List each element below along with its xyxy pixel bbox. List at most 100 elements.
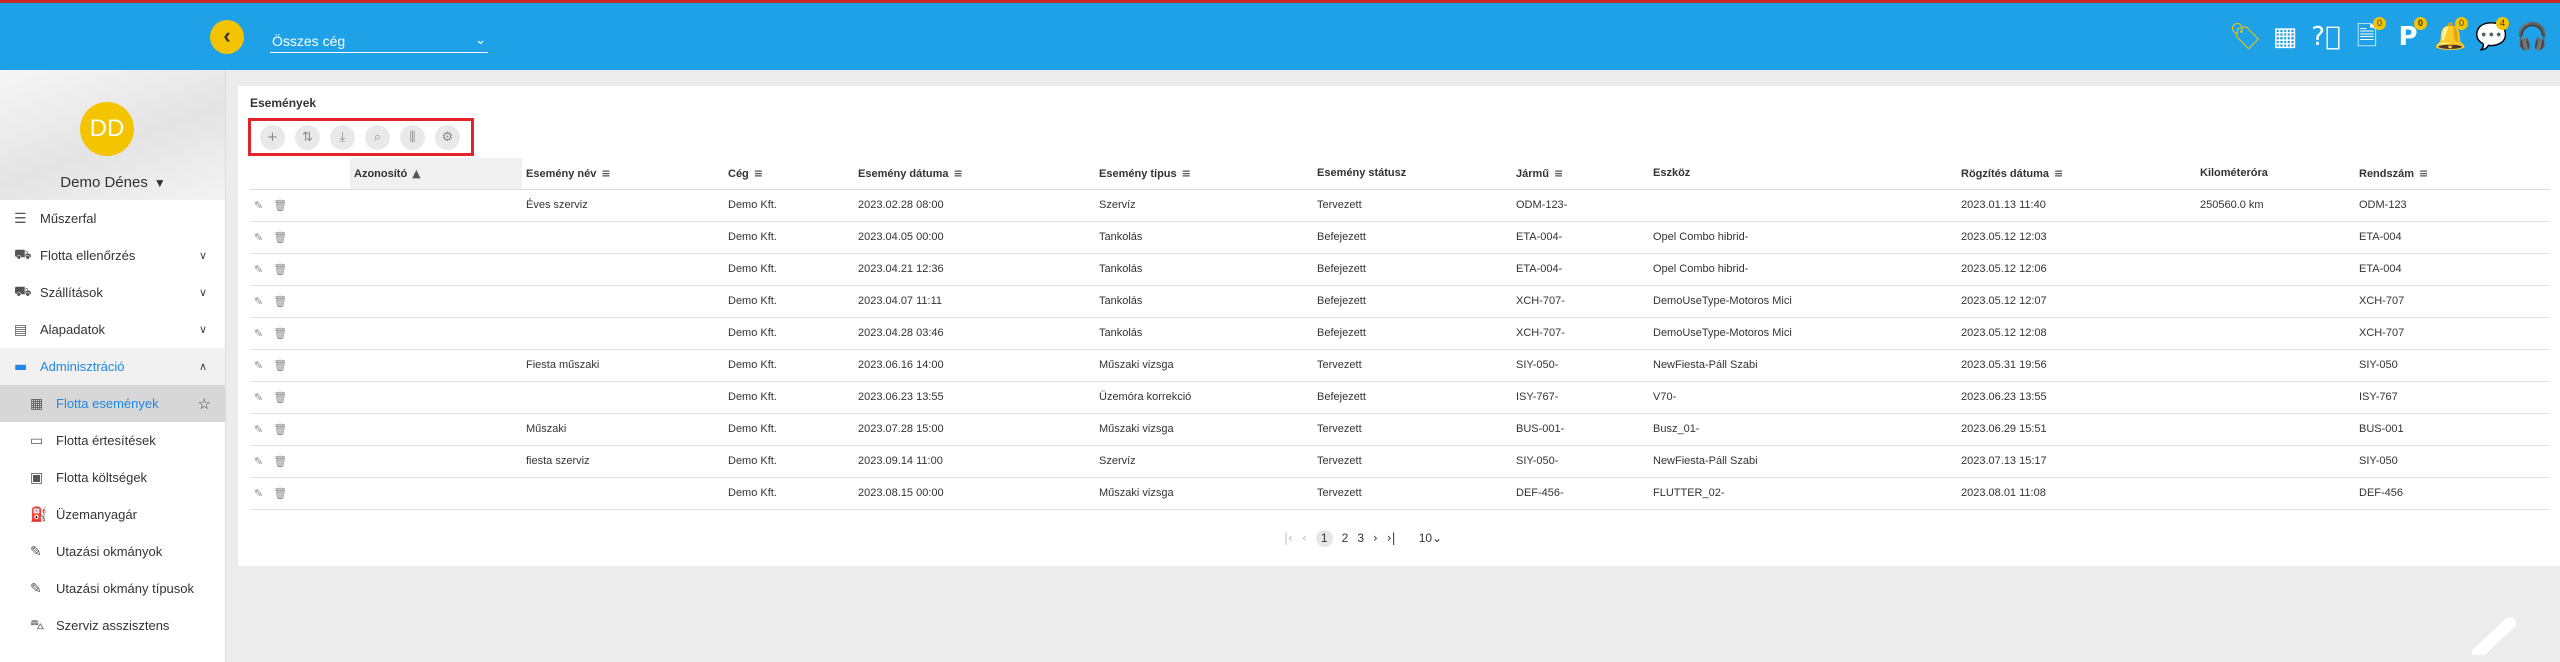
sort-icon[interactable]: ⇅ xyxy=(295,124,320,150)
table-row[interactable]: ✎ 🗑 Fiesta műszaki Demo Kft. 2023.06.16 14:0… xyxy=(250,349,2550,382)
edit-icon[interactable]: ✎ xyxy=(254,326,264,340)
widgets-icon[interactable]: ▦ xyxy=(2272,22,2298,52)
avatar[interactable]: DD xyxy=(80,102,134,156)
delete-icon[interactable]: 🗑 xyxy=(273,198,288,212)
edit-icon[interactable]: ✎ xyxy=(254,486,264,500)
edit-icon[interactable]: ✎ xyxy=(254,262,264,276)
column-header-eszkoz[interactable]: Eszköz xyxy=(1649,158,1957,190)
sidebar-item-flotta-koltsegek[interactable]: ▣ Flotta költségek xyxy=(30,469,148,486)
sidebar-item-utazasi-okmanyok[interactable]: ✎ Utazási okmányok xyxy=(30,543,163,560)
table-cell xyxy=(2196,381,2355,414)
download-icon[interactable]: ⤓ xyxy=(330,124,355,150)
table-cell xyxy=(2196,253,2355,286)
column-header-kilometerora[interactable]: Kilométeróra xyxy=(2196,158,2355,190)
fuel-icon: ⛽ xyxy=(30,506,48,523)
table-cell xyxy=(350,445,522,478)
sidebar-item-alapadatok[interactable]: ▤ Alapadatok ∨ xyxy=(14,321,207,338)
table-cell: 2023.08.15 00:00 xyxy=(854,477,1095,510)
delete-icon[interactable]: 🗑 xyxy=(273,358,288,372)
table-cell: BUS-001- xyxy=(1512,413,1649,446)
chat-icon[interactable]: 💬 4 xyxy=(2475,17,2509,52)
sidebar-item-flotta-ertesitesek[interactable]: ▭ Flotta értesítések xyxy=(30,432,156,449)
add-icon[interactable]: + xyxy=(260,124,285,150)
sidebar-item-adminisztracio[interactable]: ▬ Adminisztráció ∧ xyxy=(0,348,225,385)
column-header-azonosito[interactable]: Azonosító ▲ xyxy=(350,158,522,190)
help-icon[interactable]: ?⃝ xyxy=(2311,22,2341,52)
table-row[interactable]: ✎ 🗑 Demo Kft. 2023.08.15 00:00 Műszaki vizsg… xyxy=(250,477,2550,510)
page-3-button[interactable]: 3 xyxy=(1357,531,1365,545)
table-cell: Befejezett xyxy=(1313,221,1512,254)
sidebar-item-utazasi-okmany-tipusok[interactable]: ✎ Utazási okmány típusok xyxy=(30,580,195,597)
last-page-icon[interactable]: ›| xyxy=(1386,531,1396,545)
sidebar-item-muszerfal[interactable]: ☰ Műszerfal xyxy=(14,210,97,227)
table-cell: ODM-123 xyxy=(2355,189,2550,222)
sidebar-item-flotta-esemenyek[interactable]: ▦ Flotta események ☆ xyxy=(0,385,225,422)
prev-page-icon[interactable]: ‹ xyxy=(1301,531,1307,545)
table-row[interactable]: ✎ 🗑 Műszaki Demo Kft. 2023.07.28 15:00 Műszak… xyxy=(250,413,2550,446)
actions-header xyxy=(250,158,350,190)
documents-icon[interactable]: 🗎 0 xyxy=(2352,17,2386,52)
page-2-button[interactable]: 2 xyxy=(1341,531,1349,545)
columns-icon[interactable]: ⫼ xyxy=(400,124,425,150)
tag-icon[interactable]: 🏷 xyxy=(2229,22,2263,52)
table-cell xyxy=(350,253,522,286)
edit-icon[interactable]: ✎ xyxy=(254,358,264,372)
delete-icon[interactable]: 🗑 xyxy=(273,230,288,244)
star-icon[interactable]: ☆ xyxy=(197,395,211,413)
sidebar-item-szerviz-asszisztens[interactable]: ⛍ Szerviz asszisztens xyxy=(30,616,170,634)
table-row[interactable]: ✎ 🗑 Demo Kft. 2023.04.07 11:11 Tankolás Befej… xyxy=(250,285,2550,318)
user-name: Demo Dénes xyxy=(60,174,148,191)
delete-icon[interactable]: 🗑 xyxy=(273,422,288,436)
table-cell: Befejezett xyxy=(1313,285,1512,318)
column-header-rendszam[interactable]: Rendszám ≡ xyxy=(2355,158,2550,190)
sort-icon: ≡ xyxy=(2054,166,2064,180)
column-header-rogzites-datuma[interactable]: Rögzítés dátuma ≡ xyxy=(1957,158,2196,190)
edit-icon[interactable]: ✎ xyxy=(254,294,264,308)
chevron-down-icon: ⌄ xyxy=(1432,531,1443,545)
sidebar-item-flotta-ellenorzes[interactable]: ⛟ Flotta ellenőrzés ∨ xyxy=(14,246,207,264)
sidebar-item-uzemanyagar[interactable]: ⛽ Üzemanyagár xyxy=(30,506,137,523)
search-icon[interactable]: ⌕ xyxy=(365,124,390,150)
gear-icon[interactable]: ⚙ xyxy=(435,124,460,150)
table-cell: Szervíz xyxy=(1095,189,1313,222)
collapse-sidebar-button[interactable]: ‹ xyxy=(210,20,244,54)
column-header-esemeny-tipus[interactable]: Esemény típus ≡ xyxy=(1095,158,1313,190)
table-row[interactable]: ✎ 🗑 Éves szerviz Demo Kft. 2023.02.28 08:00 S… xyxy=(250,189,2550,222)
edit-icon[interactable]: ✎ xyxy=(254,454,264,468)
table-cell: Műszaki vizsga xyxy=(1095,477,1313,510)
column-header-jarmu[interactable]: Jármű ≡ xyxy=(1512,158,1649,190)
page-size-select[interactable]: 10⌄ xyxy=(1418,531,1443,545)
company-select[interactable]: Összes cég ⌄ xyxy=(270,31,488,53)
column-header-esemeny-datuma[interactable]: Esemény dátuma ≡ xyxy=(854,158,1095,190)
headset-icon[interactable]: 🎧 xyxy=(2516,22,2549,52)
column-header-esemeny-nev[interactable]: Esemény név ≡ xyxy=(522,158,724,190)
bell-icon[interactable]: 🔔 0 xyxy=(2434,17,2468,52)
table-row[interactable]: ✎ 🗑 fiesta szerviz Demo Kft. 2023.09.14 11:0… xyxy=(250,445,2550,478)
sidebar-item-szallitasok[interactable]: ⛟ Szállítások ∨ xyxy=(14,283,207,301)
delete-icon[interactable]: 🗑 xyxy=(273,262,288,276)
column-header-ceg[interactable]: Cég ≡ xyxy=(724,158,854,190)
delete-icon[interactable]: 🗑 xyxy=(273,390,288,404)
table-row[interactable]: ✎ 🗑 Demo Kft. 2023.04.05 00:00 Tankolás Befej… xyxy=(250,221,2550,254)
delete-icon[interactable]: 🗑 xyxy=(273,294,288,308)
page-1-button[interactable]: 1 xyxy=(1315,529,1333,547)
column-header-esemeny-statusz[interactable]: Esemény státusz xyxy=(1313,158,1512,190)
table-row[interactable]: ✎ 🗑 Demo Kft. 2023.04.21 12:36 Tankolás Befej… xyxy=(250,253,2550,286)
first-page-icon[interactable]: |‹ xyxy=(1284,531,1293,545)
delete-icon[interactable]: 🗑 xyxy=(273,486,288,500)
edit-icon[interactable]: ✎ xyxy=(254,422,264,436)
next-page-icon[interactable]: › xyxy=(1373,531,1378,545)
user-name-menu[interactable]: Demo Dénes ▼ xyxy=(0,174,226,191)
edit-icon[interactable]: ✎ xyxy=(254,198,264,212)
table-cell: Demo Kft. xyxy=(724,317,854,350)
table-row[interactable]: ✎ 🗑 Demo Kft. 2023.06.23 13:55 Üzemóra korre… xyxy=(250,381,2550,414)
table-header-row: Azonosító ▲ Esemény név ≡ Cég ≡ Esemény dát… xyxy=(250,158,2550,190)
edit-icon[interactable]: ✎ xyxy=(254,230,264,244)
delete-icon[interactable]: 🗑 xyxy=(273,454,288,468)
table-cell: 2023.06.23 13:55 xyxy=(854,381,1095,414)
sort-asc-icon: ▲ xyxy=(412,166,421,180)
edit-icon[interactable]: ✎ xyxy=(254,390,264,404)
table-row[interactable]: ✎ 🗑 Demo Kft. 2023.04.28 03:46 Tankolás Befej… xyxy=(250,317,2550,350)
delete-icon[interactable]: 🗑 xyxy=(273,326,288,340)
